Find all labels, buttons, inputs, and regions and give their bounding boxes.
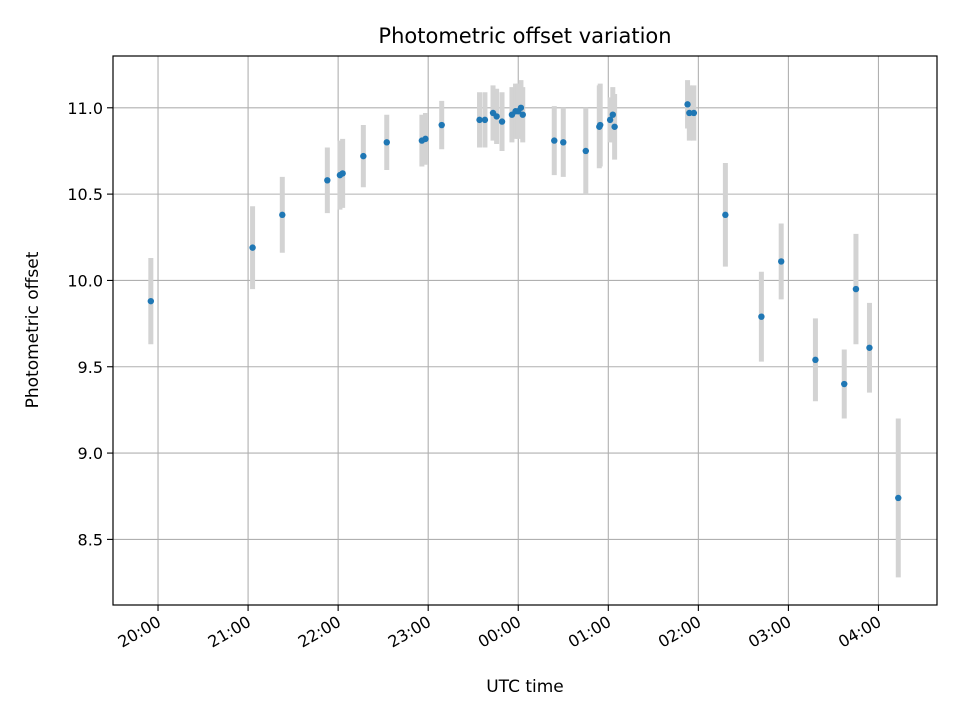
y-tick-label: 9.5 [78, 358, 103, 377]
y-tick-label: 8.5 [78, 530, 103, 549]
y-axis-ticks: 8.5 9.0 9.5 10.0 10.5 11.0 [67, 99, 113, 549]
data-point [606, 116, 614, 124]
data-point [383, 139, 390, 146]
y-tick-label: 10.5 [67, 185, 103, 204]
data-point [438, 121, 445, 129]
chart-title: Photometric offset variation [378, 24, 671, 48]
data-points [147, 101, 902, 502]
data-point [611, 123, 618, 130]
y-tick-label: 10.0 [67, 271, 103, 290]
data-point [852, 285, 860, 293]
data-point [778, 258, 785, 265]
y-tick-label: 9.0 [78, 444, 103, 463]
data-point [758, 313, 765, 320]
data-point [481, 116, 489, 124]
data-point [895, 494, 902, 502]
data-point [551, 137, 558, 144]
data-point [690, 109, 698, 117]
data-point [498, 118, 506, 125]
data-point [360, 152, 367, 160]
data-point [560, 139, 567, 146]
data-point [841, 380, 848, 388]
y-tick-label: 11.0 [67, 99, 103, 118]
data-point [476, 116, 483, 124]
data-point [339, 170, 346, 177]
data-point [866, 344, 873, 351]
data-point [493, 113, 500, 120]
plot-frame [112, 55, 938, 606]
data-point [722, 211, 729, 219]
data-point [684, 101, 691, 108]
data-point [609, 111, 617, 118]
x-axis-label: UTC time [486, 677, 564, 697]
y-axis-label: Photometric offset [23, 251, 43, 408]
data-point [147, 297, 155, 305]
data-point [279, 211, 286, 219]
data-point [582, 147, 589, 155]
data-point [519, 111, 526, 118]
data-point [812, 356, 819, 364]
data-point [517, 104, 525, 111]
data-point [596, 121, 604, 129]
data-point [686, 109, 693, 117]
data-point [422, 135, 429, 143]
data-point [324, 177, 331, 184]
data-point [249, 244, 256, 251]
